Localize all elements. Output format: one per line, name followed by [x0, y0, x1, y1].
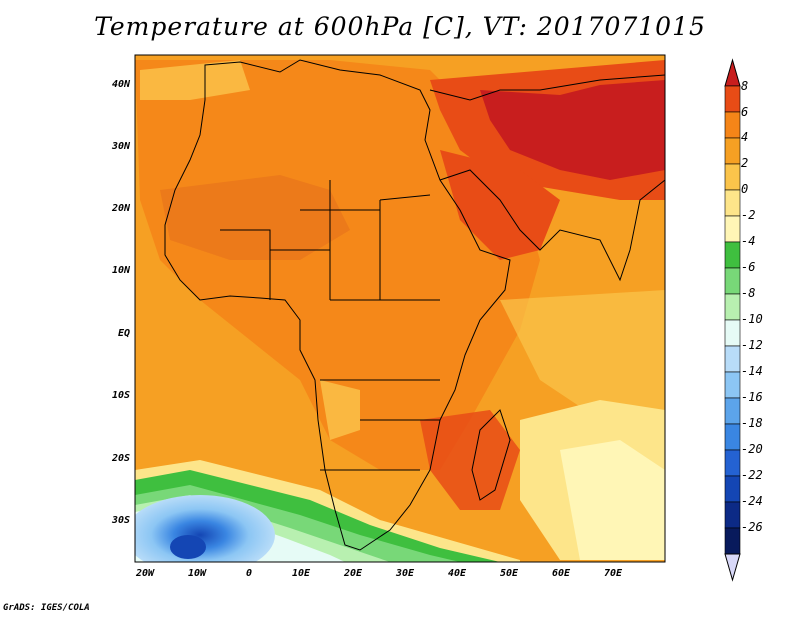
colorbar-bottom-arrow — [724, 553, 741, 582]
colorbar-label: 0 — [741, 182, 749, 196]
colorbar-segment — [724, 293, 741, 321]
lat-label: 10N — [111, 265, 130, 276]
lon-label: 20W — [135, 568, 155, 579]
coastlines — [164, 59, 665, 551]
colorbar-label: -8 — [741, 286, 756, 300]
temperature-field — [135, 55, 665, 562]
colorbar-label: -10 — [741, 312, 763, 326]
colorbar-segment — [724, 449, 741, 477]
colorbar-label: -6 — [741, 260, 756, 274]
colorbar-label: -20 — [741, 442, 763, 456]
lat-label: 10S — [111, 390, 130, 401]
colorbar-label: -18 — [741, 416, 763, 430]
lat-label: 20N — [111, 203, 130, 214]
colorbar-label: -14 — [741, 364, 763, 378]
chart-title: Temperature at 600hPa [C], VT: 201707101… — [94, 12, 706, 41]
colorbar-segment — [724, 267, 741, 295]
colorbar-segment — [724, 475, 741, 503]
colorbar-label: -16 — [741, 390, 763, 404]
colorbar-label: -24 — [741, 494, 763, 508]
colorbar-segment — [724, 241, 741, 269]
colorbar-top-arrow — [724, 58, 741, 87]
map-frame — [134, 54, 666, 563]
colorbar-label: 6 — [741, 105, 749, 119]
lat-label: 30S — [111, 515, 130, 526]
colorbar-segment — [724, 527, 741, 555]
colorbar-label: 4 — [741, 130, 749, 144]
colorbar-label: -26 — [741, 520, 763, 534]
colorbar-segment — [724, 137, 741, 165]
colorbar-segment — [724, 397, 741, 425]
colorbar-segment — [724, 111, 741, 139]
lon-label: 10E — [291, 568, 311, 579]
colorbar-segment — [724, 423, 741, 451]
lon-label: 60E — [551, 568, 571, 579]
lon-label: 70E — [603, 568, 623, 579]
colorbar-segment — [724, 163, 741, 191]
colorbar-label: -4 — [741, 234, 756, 248]
lon-label: 20E — [343, 568, 363, 579]
colorbar-segment — [724, 371, 741, 399]
colorbar-label: -2 — [741, 208, 756, 222]
colorbar-segment — [724, 189, 741, 217]
colorbar-segment — [724, 85, 741, 113]
lon-label: 10W — [187, 568, 207, 579]
colorbar-label: -12 — [741, 338, 763, 352]
colorbar-label: -22 — [741, 468, 763, 482]
colorbar-label: 8 — [741, 79, 749, 93]
colorbar — [724, 58, 741, 582]
colorbar-segment — [724, 345, 741, 373]
lon-label: 0 — [245, 568, 253, 579]
lon-label: 40E — [447, 568, 467, 579]
lat-label: EQ — [117, 328, 130, 339]
lon-label: 50E — [499, 568, 519, 579]
colorbar-label: 2 — [741, 156, 749, 170]
lat-label: 30N — [111, 141, 130, 152]
lon-label: 30E — [395, 568, 415, 579]
lat-label: 40N — [111, 79, 130, 90]
lat-label: 20S — [111, 453, 130, 464]
credit-text: GrADS: IGES/COLA — [3, 603, 90, 613]
colorbar-segment — [724, 501, 741, 529]
colorbar-segment — [724, 319, 741, 347]
colorbar-segment — [724, 215, 741, 243]
